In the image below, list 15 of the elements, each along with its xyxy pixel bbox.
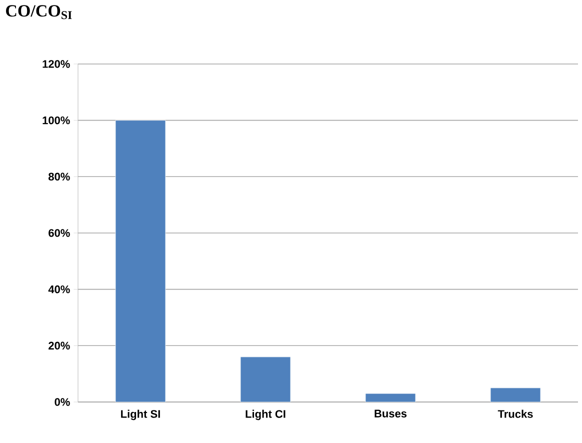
y-tick-label: 120% [42,60,70,68]
chart-title: CO/CO$_{SI}$ [6,5,72,20]
y-tick-label: 20% [48,342,70,350]
x-tick-label: Light SI [121,410,160,420]
x-tick-label: Trucks [498,410,533,418]
y-tick-label: 80% [48,172,70,181]
bar [240,356,291,402]
y-tick-label: 40% [48,285,70,294]
bar [115,120,166,402]
x-tick-label: Buses [374,410,407,418]
y-tick-label: 60% [48,229,70,237]
x-tick-label: Light CI [246,410,286,420]
y-tick-label: 100% [42,116,70,124]
y-tick-label: 0% [54,398,70,406]
bar [490,388,541,402]
